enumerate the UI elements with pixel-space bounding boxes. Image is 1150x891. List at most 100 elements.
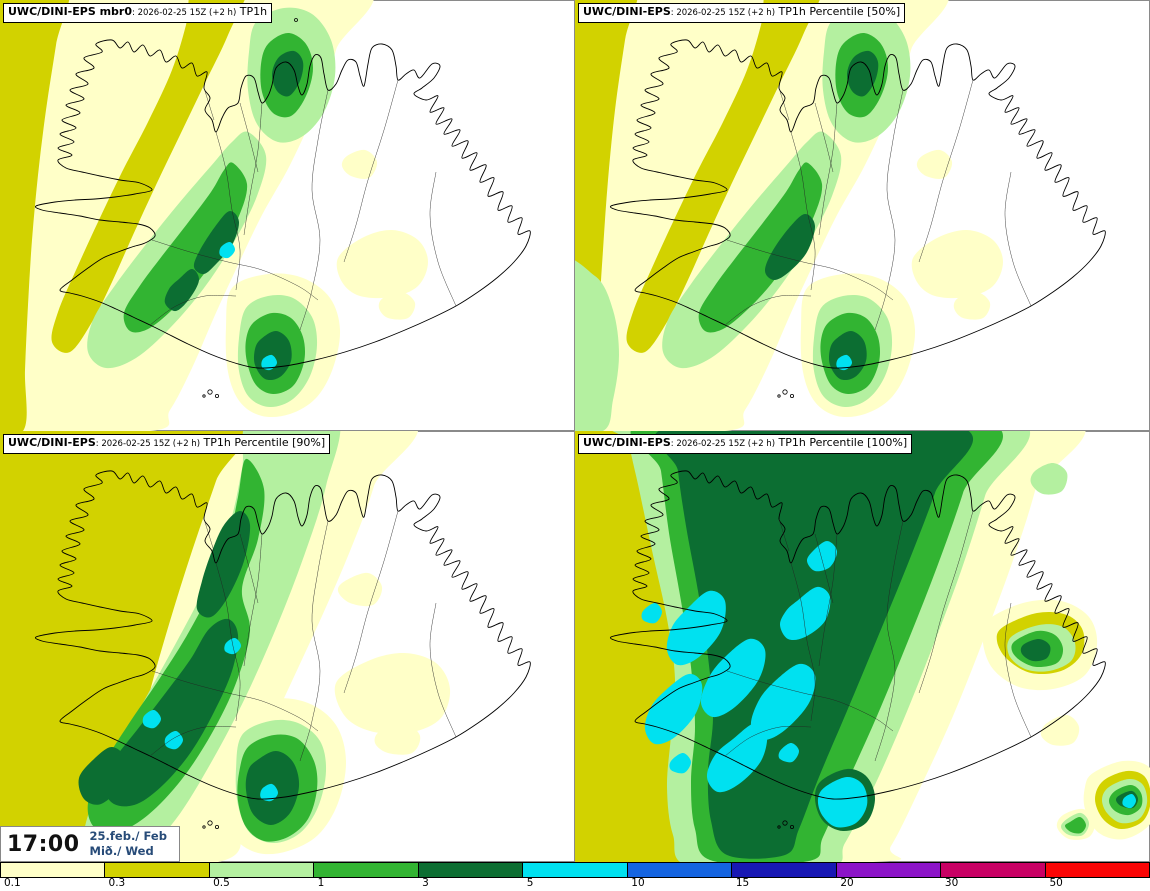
precipitation-legend: 0.1 0.3 0.5 1 3 5 10 15 20 30 50 [0,862,1150,891]
model-name: UWC/DINI-EPS [583,436,671,449]
legend-segment-50 [1045,863,1149,877]
precip-fill [193,210,240,275]
clock-overlay: 17:00 25.feb./ Feb Mið./ Wed [0,826,180,862]
precip-fill [219,241,236,259]
region-boundary [724,726,812,757]
run-datetime: : 2026-02-25 15Z (+2 h) [132,8,237,18]
parameter-name: TP1h Percentile [90%] [200,436,326,449]
iceland-coastline [609,470,1106,800]
island [207,820,213,826]
precipitation-map-p100 [575,431,1150,862]
region-boundary [239,533,259,604]
region-boundary [778,87,790,121]
map-panel-p90: UWC/DINI-EPS: 2026-02-25 15Z (+2 h) TP1h… [0,431,575,862]
island [789,393,794,398]
legend-segment-1 [314,863,419,877]
precip-fill [260,783,279,802]
iceland-coastline [34,470,531,800]
run-datetime: : 2026-02-25 15Z (+2 h) [670,439,776,449]
legend-tick-5: 5 [526,877,534,889]
region-boundary [724,295,812,326]
region-boundary [243,102,263,236]
region-boundary [299,520,329,762]
clock-date-block: 25.feb./ Feb Mið./ Wed [90,829,167,859]
map-panel-p100: UWC/DINI-EPS: 2026-02-25 15Z (+2 h) TP1h… [575,431,1150,862]
region-boundary [343,79,399,263]
island [214,824,219,829]
legend-tick-0.1: 0.1 [4,877,21,889]
precip-fill [817,776,868,828]
map-panel-mbr0: UWC/DINI-EPS mbr0: 2026-02-25 15Z (+2 h)… [0,0,575,431]
region-boundary [151,239,319,301]
iceland-coastline [34,39,531,369]
clock-day: Mið./ Wed [89,844,154,859]
region-boundary [215,131,241,291]
model-name: UWC/DINI-EPS mbr0 [8,5,132,18]
precip-fill [666,590,726,666]
parameter-name: TP1h Percentile [50%] [775,5,901,18]
precip-fill [706,722,768,793]
legend-tick-1: 1 [317,877,325,889]
precip-fill [750,663,816,741]
legend-segment-30 [941,863,1046,877]
model-name: UWC/DINI-EPS [583,5,671,18]
precip-fill [0,431,253,862]
map-grid: UWC/DINI-EPS mbr0: 2026-02-25 15Z (+2 h)… [0,0,1150,862]
precip-fill [764,213,816,281]
region-boundary [203,518,215,552]
precip-fill [911,229,1003,299]
precipitation-map-p90 [0,431,531,862]
legend-tick-20: 20 [840,877,854,889]
region-boundary [818,102,838,236]
legend-segment-3 [418,863,524,877]
island [294,18,298,22]
precip-fill [953,291,991,320]
precip-fill [644,673,703,745]
precip-fill [1064,816,1087,834]
island [202,825,206,829]
region-boundary [1004,602,1032,738]
precipitation-map-mbr0 [0,0,531,431]
precip-fill [778,743,800,763]
parameter-name: TP1h [236,5,268,18]
precip-fill [1122,793,1137,809]
island [777,394,781,398]
run-datetime: : 2026-02-25 15Z (+2 h) [670,8,776,18]
precip-fill [626,0,820,353]
precip-fill [378,291,416,320]
map-title-p100: UWC/DINI-EPS: 2026-02-25 15Z (+2 h) TP1h… [578,434,913,454]
precip-fill [271,50,304,97]
region-boundary [429,602,457,738]
region-boundary [790,131,816,291]
region-boundary [203,87,215,121]
precip-fill [575,260,619,431]
legend-segment-15 [732,863,837,877]
precip-fill [142,709,161,729]
region-boundary [215,562,241,722]
legend-segment-10 [627,863,733,877]
island [202,394,206,398]
island [782,820,788,826]
precip-fill [164,268,200,312]
island [782,389,788,395]
region-boundary [790,562,816,722]
region-boundary [918,510,974,694]
precip-fill [836,354,853,371]
precip-fill [196,511,251,618]
region-boundary [299,89,329,331]
precip-fill [698,162,823,333]
precip-fill [337,572,383,607]
clock-date: 25.feb./ Feb [89,829,167,844]
legend-tick-15: 15 [735,877,750,889]
clock-time: 17:00 [7,831,80,857]
legend-segment-0.1 [1,863,106,877]
precip-fill [123,162,248,333]
legend-tick-0.5: 0.5 [213,877,230,889]
region-boundary [778,518,790,552]
precip-fill [779,586,831,641]
island [207,389,213,395]
map-title-p50: UWC/DINI-EPS: 2026-02-25 15Z (+2 h) TP1h… [578,3,906,23]
island [789,824,794,829]
precip-fill [846,50,879,97]
precip-fill [104,618,239,807]
